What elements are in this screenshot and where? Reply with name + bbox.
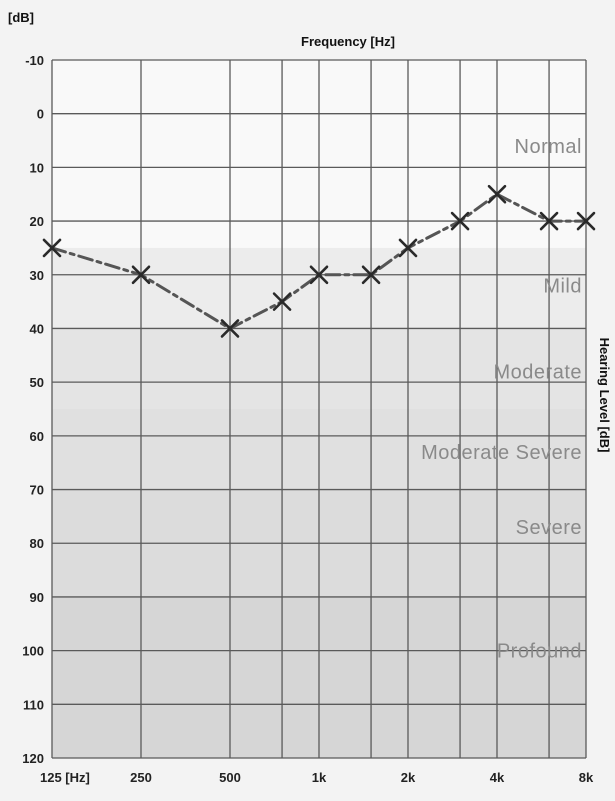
y-tick-label: 70: [30, 483, 44, 498]
data-markers: [42, 184, 596, 338]
y-tick-label: 10: [30, 160, 44, 175]
y-tick-labels: -10 0 10 20 30 40 50 60 70 80 90 100 110 120: [22, 53, 44, 766]
data-point-marker: [361, 265, 381, 285]
series-line-layer: [50, 192, 588, 331]
data-point-marker: [131, 265, 151, 285]
data-point-marker: [450, 211, 470, 231]
zone-label-mild: Mild: [543, 276, 582, 298]
zone-label-profound: Profound: [497, 641, 582, 663]
x-tick-label: 500: [219, 770, 241, 785]
data-point-marker: [398, 238, 418, 258]
y-tick-label: 110: [23, 697, 44, 712]
y-tick-label: 80: [30, 536, 44, 551]
x-tick-label: 8k: [579, 770, 594, 785]
y-unit-label: [dB]: [8, 10, 34, 25]
y-tick-label: 120: [22, 751, 44, 766]
y-tick-label: 20: [30, 214, 44, 229]
y-tick-label: 30: [30, 268, 44, 283]
zone-label-moderate: Moderate: [494, 361, 583, 383]
y-tick-label: 0: [37, 107, 44, 122]
zone-label-severe: Severe: [516, 517, 582, 539]
chart-title: Frequency [Hz]: [301, 34, 395, 49]
x-tick-label: 250: [130, 770, 152, 785]
y-tick-label: 100: [22, 644, 44, 659]
data-point-marker: [487, 184, 507, 204]
data-point-marker: [576, 211, 596, 231]
zone-label-moderate-severe: Moderate Severe: [421, 442, 582, 464]
x-tick-label: 1k: [312, 770, 327, 785]
data-point-marker: [309, 265, 329, 285]
zone-labels: Normal Mild Moderate Moderate Severe Severe P…: [421, 136, 583, 663]
y-tick-label: 40: [30, 321, 44, 336]
data-point-marker: [220, 319, 240, 338]
grid: [51, 59, 587, 759]
x-tick-label: 2k: [401, 770, 416, 785]
data-point-marker: [272, 292, 292, 311]
series-line: [50, 192, 588, 331]
y-tick-label: -10: [25, 53, 44, 68]
x-tick-label: 4k: [490, 770, 505, 785]
y-tick-label: 90: [30, 590, 44, 605]
y-tick-label: 60: [30, 429, 44, 444]
y-tick-label: 50: [30, 375, 44, 390]
zone-label-normal: Normal: [515, 136, 582, 158]
x-tick-labels: 125 [Hz] 250 500 1k 2k 4k 8k: [40, 770, 594, 785]
data-point-marker: [42, 238, 62, 258]
y-axis-label: Hearing Level [dB]: [597, 338, 612, 453]
data-point-marker: [539, 211, 559, 231]
x-tick-label: 125 [Hz]: [40, 770, 90, 785]
